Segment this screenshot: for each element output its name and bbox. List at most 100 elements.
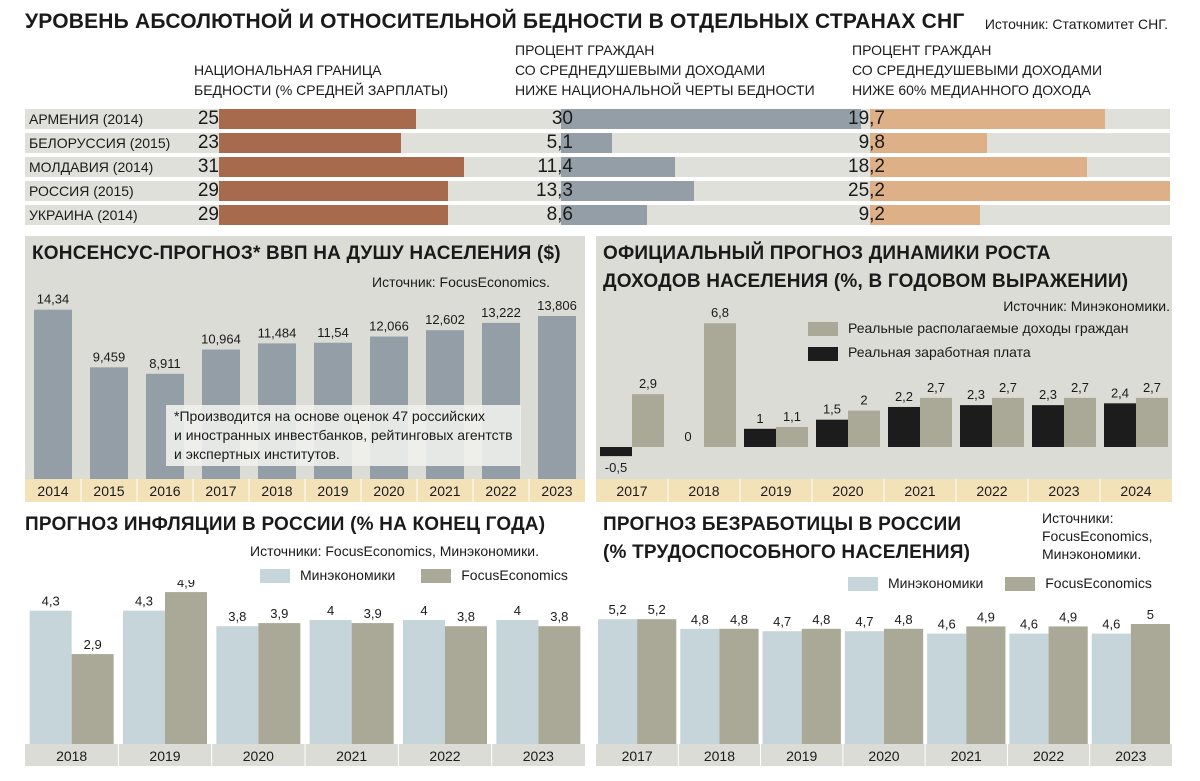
poverty-row-label: УКРАИНА (2014)	[29, 207, 138, 223]
poverty-bar	[870, 205, 980, 225]
unemployment-bar	[1048, 626, 1088, 744]
unemployment-bar	[1130, 624, 1170, 744]
poverty-source: Источник: Статкомитет СНГ.	[984, 16, 1168, 32]
gdp-value-label: 14,34	[37, 292, 70, 307]
unemployment-tick-label: 2021	[951, 748, 982, 764]
unemployment-tick-label: 2018	[704, 748, 735, 764]
income-title-line: ОФИЦИАЛЬНЫЙ ПРОГНОЗ ДИНАМИКИ РОСТА	[603, 243, 1051, 264]
poverty-value-label: 5,1	[546, 132, 573, 153]
income-value-label: 2,2	[895, 389, 913, 404]
unemployment-bar	[1091, 633, 1131, 744]
poverty-row-label: АРМЕНИЯ (2014)	[29, 111, 144, 127]
poverty-col3-header-line: НИЖЕ 60% МЕДИАННОГО ДОХОДА	[852, 82, 1091, 98]
poverty-row-label: РОССИЯ (2015)	[29, 183, 134, 199]
unemployment-value-label: 5	[1147, 607, 1154, 622]
inflation-value-label: 2,9	[84, 637, 102, 652]
unemployment-source: Источники: FocusEconomics, Минэкономики.	[1042, 509, 1152, 563]
poverty-bar	[870, 109, 1105, 129]
income-panel	[596, 236, 1172, 502]
gdp-footnote-line: и иностранных инвестбанков, рейтинговых …	[174, 427, 513, 443]
gdp-tick-label: 2014	[37, 483, 68, 499]
income-value-label: 2,9	[639, 376, 657, 391]
unemployment-tick-label: 2023	[1115, 748, 1146, 764]
gdp-value-label: 9,459	[93, 349, 126, 364]
gdp-tick-label: 2016	[149, 483, 180, 499]
income-title: ОФИЦИАЛЬНЫЙ ПРОГНОЗ ДИНАМИКИ РОСТА ДОХОД…	[603, 240, 1128, 296]
unemployment-tick-label: 2017	[622, 748, 653, 764]
inflation-source: Источники: FocusEconomics, Минэкономики.	[250, 543, 539, 559]
poverty-bar	[219, 181, 448, 201]
poverty-value-label: 31	[197, 156, 219, 177]
income-value-label: 2,3	[967, 387, 985, 402]
inflation-value-label: 4,3	[42, 594, 60, 609]
income-legend: Реальные располагаемые доходы граждан Ре…	[808, 320, 1129, 361]
unemployment-value-label: 4,6	[1102, 617, 1120, 632]
income-value-label: 0	[684, 429, 691, 444]
poverty-value-label: 25,2	[848, 180, 885, 201]
gdp-footnote-line: и экспертных институтов.	[174, 446, 340, 462]
income-value-label: 6,8	[711, 305, 729, 320]
legend-label: Реальная заработная плата	[848, 344, 1031, 361]
gdp-footnote-line: *Производится на основе оценок 47 россий…	[174, 408, 486, 424]
gdp-tick-label: 2021	[429, 483, 460, 499]
poverty-bar	[561, 181, 694, 201]
unemployment-value-label: 4,8	[895, 612, 913, 627]
income-bar	[776, 426, 808, 447]
income-tick-label: 2017	[616, 483, 647, 499]
income-value-label: 1,1	[783, 409, 801, 424]
poverty-value-label: 30	[551, 108, 573, 129]
gdp-value-label: 12,602	[425, 312, 465, 327]
legend-swatch	[421, 569, 452, 584]
inflation-value-label: 4	[420, 603, 427, 618]
poverty-col2-header-line: СО СРЕДНЕДУШЕВЫМИ ДОХОДАМИ	[515, 62, 766, 78]
unemployment-value-label: 4,7	[855, 614, 873, 629]
poverty-row-label: БЕЛОРУССИЯ (2015)	[29, 135, 171, 151]
unemployment-chart: 2017 5,2 5,2 2018 4,8 4,8 2019 4,7 4,8 2020 4,7 4,8…	[596, 602, 1172, 766]
inflation-bar	[403, 620, 445, 744]
unemployment-value-label: 4,8	[730, 612, 748, 627]
poverty-bar	[219, 133, 401, 153]
unemployment-source-line: Минэкономики.	[1042, 546, 1142, 562]
inflation-value-label: 4	[327, 603, 334, 618]
inflation-value-label: 3,8	[457, 609, 475, 624]
income-bar	[1104, 403, 1136, 447]
unemployment-value-label: 5,2	[648, 602, 666, 617]
unemployment-tick-label: 2020	[868, 748, 899, 764]
unemployment-value-label: 4,6	[1020, 617, 1038, 632]
gdp-tick-label: 2015	[93, 483, 124, 499]
inflation-bar	[165, 592, 207, 744]
income-value-label: 2,7	[1143, 380, 1161, 395]
inflation-bar	[216, 626, 259, 744]
unemployment-source-line: Источники:	[1042, 510, 1114, 526]
income-bar	[848, 410, 880, 447]
unemployment-value-label: 4,9	[977, 609, 995, 624]
poverty-value-label: 9,2	[858, 204, 885, 225]
poverty-row-label: МОЛДАВИЯ (2014)	[29, 159, 154, 175]
poverty-col3-header-line: ПРОЦЕНТ ГРАЖДАН	[852, 42, 992, 58]
inflation-value-label: 3,9	[270, 606, 288, 621]
income-title-line: ДОХОДОВ НАСЕЛЕНИЯ (%, В ГОДОВОМ ВЫРАЖЕНИ…	[603, 271, 1129, 292]
inflation-value-label: 3,8	[550, 609, 568, 624]
inflation-bar	[123, 610, 165, 744]
poverty-value-label: 18,2	[848, 156, 885, 177]
gdp-value-label: 11,484	[258, 325, 297, 340]
income-bar	[920, 397, 952, 447]
poverty-value-label: 23	[197, 132, 219, 153]
inflation-value-label: 4,9	[177, 580, 195, 590]
gdp-value-label: 8,911	[149, 356, 181, 371]
poverty-col3-header-line: СО СРЕДНЕДУШЕВЫМИ ДОХОДАМИ	[852, 62, 1103, 78]
legend-label: Минэкономики	[888, 575, 984, 591]
income-value-label: 2,3	[1039, 387, 1057, 402]
unemployment-bar	[844, 631, 884, 744]
gdp-bar	[34, 309, 72, 479]
inflation-bar	[538, 626, 581, 744]
inflation-bar	[29, 610, 72, 744]
unemployment-title: ПРОГНОЗ БЕЗРАБОТИЦЫ В РОССИИ (% ТРУДОСПО…	[603, 511, 970, 567]
legend-swatch	[808, 322, 838, 337]
legend-swatch	[260, 569, 290, 584]
poverty-bar	[561, 133, 612, 153]
poverty-value-label: 29	[197, 180, 219, 201]
gdp-bar	[90, 367, 128, 479]
unemployment-value-label: 4,7	[773, 614, 791, 629]
gdp-title: КОНСЕНСУС-ПРОГНОЗ* ВВП НА ДУШУ НАСЕЛЕНИЯ…	[32, 243, 561, 264]
